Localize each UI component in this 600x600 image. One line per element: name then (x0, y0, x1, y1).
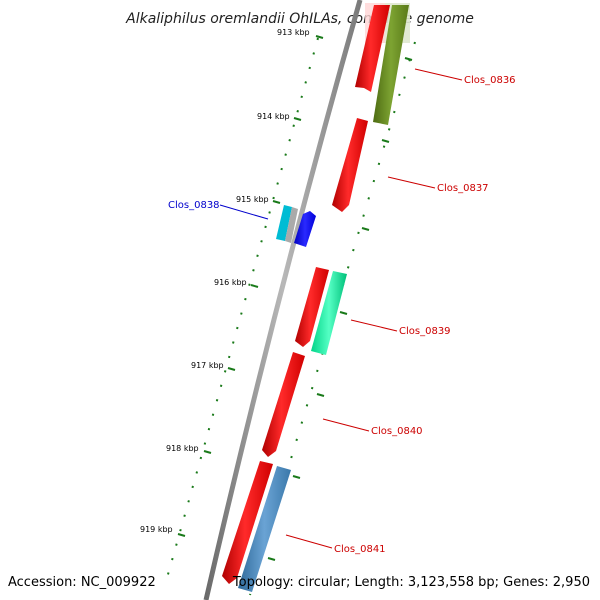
tick-919 (177, 533, 186, 537)
leader-clos-0841 (285, 534, 333, 549)
gene-features (222, 5, 409, 592)
gene-clos-0839-aqua (311, 271, 347, 355)
gene-clos-0838-gray (285, 207, 298, 243)
tick-916 (250, 284, 259, 288)
gene-clos-0839 (295, 267, 329, 347)
outer-tick-4 (339, 311, 348, 315)
outer-tick-2 (381, 139, 390, 143)
genome-backbone (203, 0, 363, 600)
tick-label: 919 kbp (140, 525, 173, 534)
inner-dotted-ring (164, 37, 319, 586)
outer-tick-7 (267, 557, 276, 561)
leader-clos-0836 (414, 68, 463, 81)
tick-label: 913 kbp (277, 28, 310, 37)
gene-clos-0840 (262, 352, 305, 457)
gene-clos-0838-teal (276, 205, 292, 241)
leader-clos-0837 (387, 176, 436, 189)
gene-label[interactable]: Clos_0837 (437, 183, 489, 194)
accession-text: Accession: NC_009922 (8, 575, 156, 590)
outer-tick-3 (361, 227, 370, 231)
tick-917 (227, 367, 236, 371)
tick-914 (293, 117, 302, 121)
gene-label[interactable]: Clos_0839 (399, 326, 451, 337)
gene-labels: Clos_0836 Clos_0837 Clos_0838 Clos_0839 … (168, 75, 516, 555)
tick-label: 916 kbp (214, 278, 247, 287)
leader-clos-0838 (219, 204, 269, 220)
outer-tick-1 (404, 57, 413, 61)
topology-text: Topology: circular; Length: 3,123,558 bp… (232, 575, 590, 590)
gene-label[interactable]: Clos_0838 (168, 200, 220, 211)
tick-label: 915 kbp (236, 195, 269, 204)
outer-tick-5 (316, 393, 325, 397)
label-leaders (219, 68, 463, 549)
map-title: Alkaliphilus oremlandii OhILAs, complete… (125, 11, 474, 27)
tick-label: 918 kbp (166, 444, 199, 453)
tick-918 (203, 450, 212, 454)
gene-clos-0836 (355, 5, 390, 92)
outer-tick-6 (292, 475, 301, 479)
gene-label[interactable]: Clos_0841 (334, 544, 386, 555)
tick-label: 914 kbp (257, 112, 290, 121)
leader-clos-0839 (350, 319, 398, 332)
gene-label[interactable]: Clos_0840 (371, 426, 423, 437)
gene-clos-0838 (294, 211, 316, 247)
gene-clos-0841-steel (238, 466, 291, 592)
gene-clos-0836-olive (373, 5, 409, 125)
tick-label: 917 kbp (191, 361, 224, 370)
major-ticks (177, 35, 413, 561)
leader-clos-0840 (322, 418, 370, 432)
tick-labels: 913 kbp 914 kbp 915 kbp 916 kbp 917 kbp … (140, 28, 310, 534)
gene-clos-0841 (222, 461, 273, 584)
tick-915 (272, 200, 281, 204)
gene-clos-0837 (332, 118, 368, 212)
gene-label[interactable]: Clos_0836 (464, 75, 516, 86)
tick-913 (315, 35, 324, 39)
